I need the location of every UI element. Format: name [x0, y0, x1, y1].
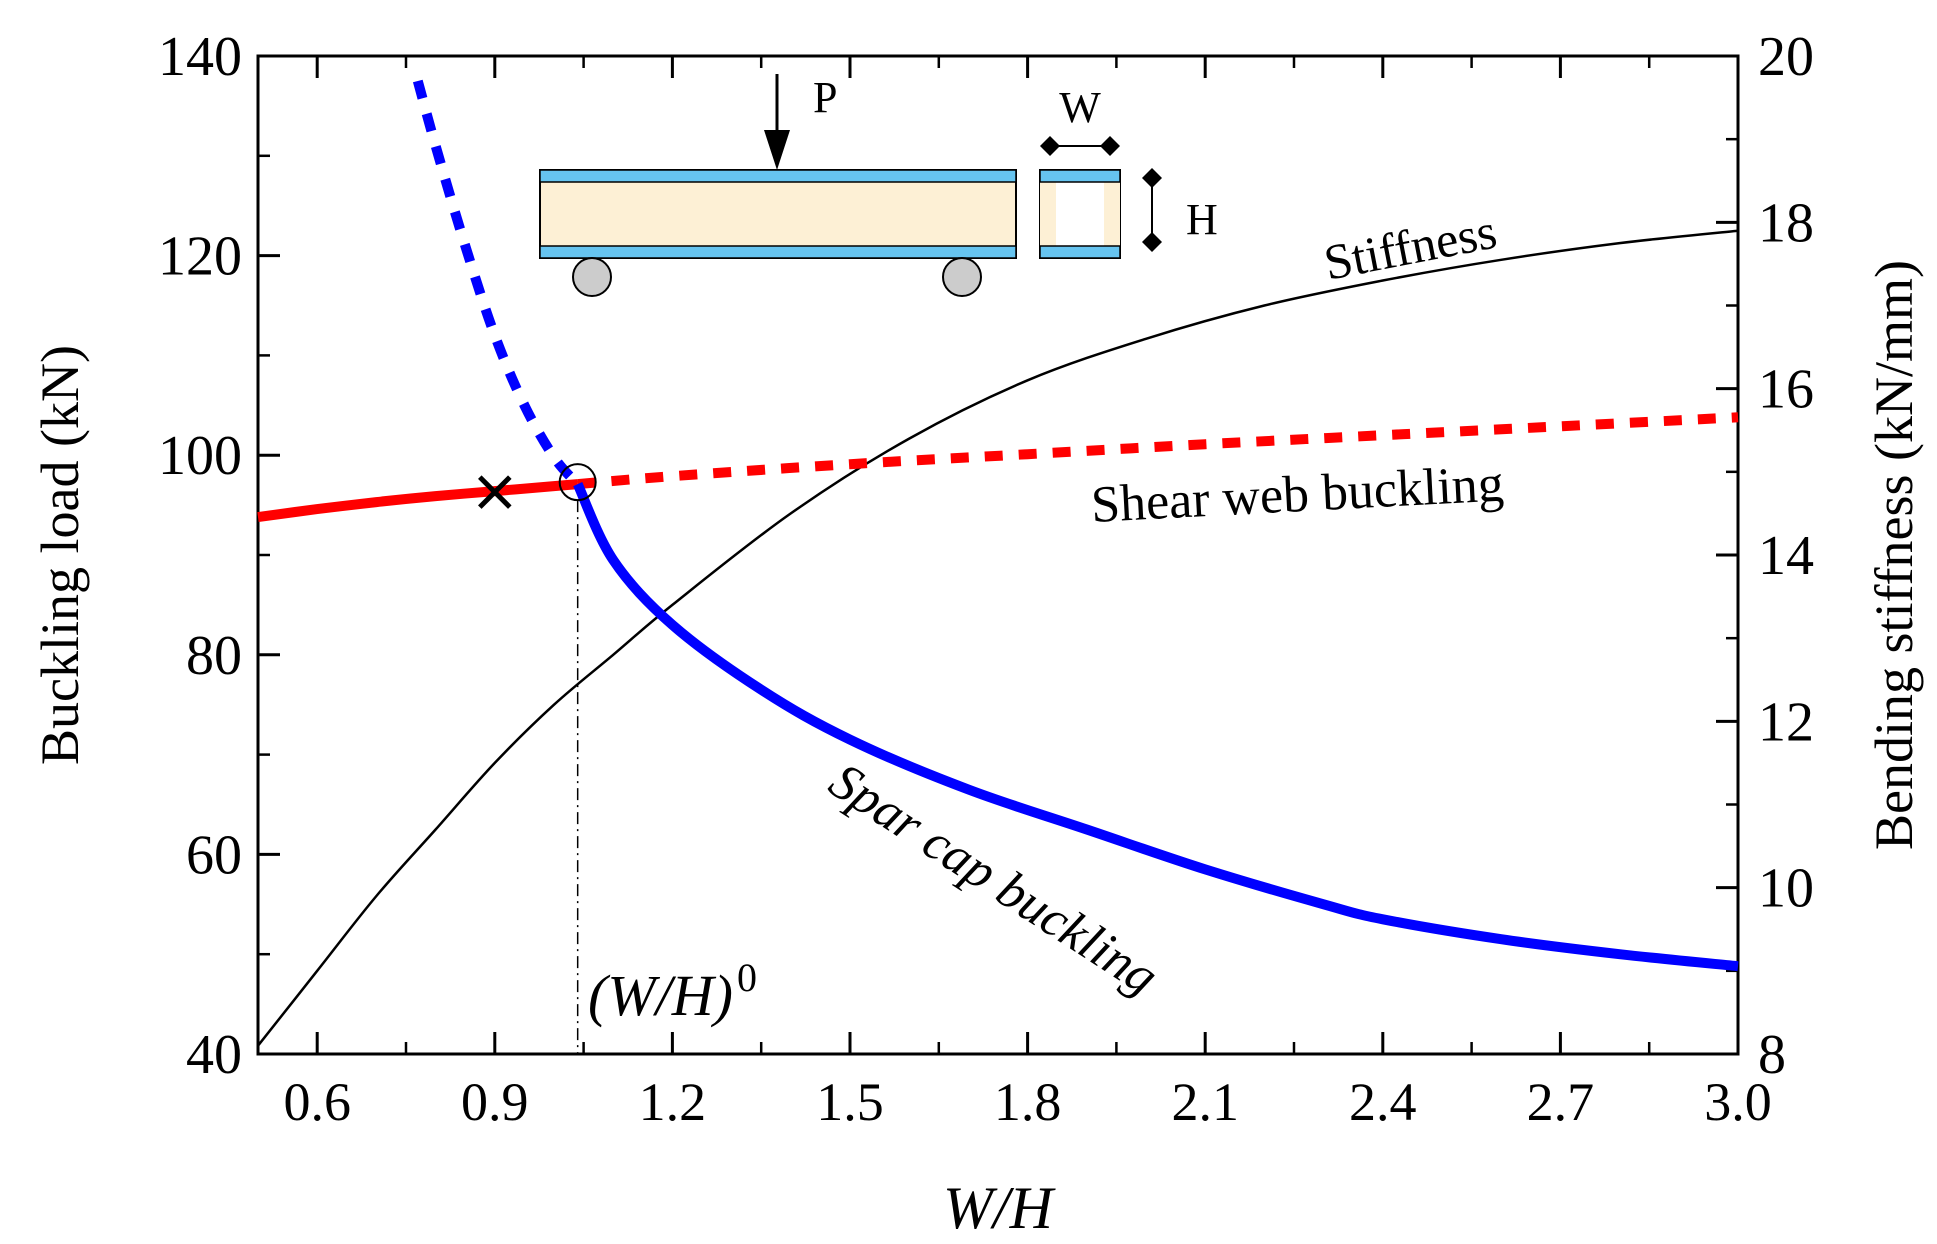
transition-label: (W/H) 0: [588, 955, 757, 1028]
transition-label-sup: 0: [737, 955, 757, 1000]
left-support: [572, 257, 612, 297]
width-dim-right-mark: [1100, 136, 1120, 156]
spar-cap-solid-line: [573, 481, 1739, 972]
y2-tick-label: 8: [1758, 1024, 1786, 1086]
cross-section-top-cap: [1039, 169, 1121, 183]
y2-tick-label: 10: [1758, 858, 1814, 920]
x-tick-label: 0.6: [283, 1072, 351, 1132]
cross-marker: [478, 475, 512, 509]
shear-web-solid-line: [257, 479, 579, 523]
y-tick-label: 120: [158, 226, 242, 288]
x-tick-label: 1.2: [639, 1072, 707, 1132]
load-label: P: [813, 73, 837, 122]
transition-label-base: (W/H): [588, 963, 733, 1028]
x-tick-label: 2.4: [1349, 1072, 1417, 1132]
y-tick-label: 40: [186, 1024, 242, 1086]
x-axis-title: W/H: [943, 1175, 1057, 1241]
beam-schematic: P W H: [539, 73, 1218, 297]
y-tick-label: 100: [158, 425, 242, 487]
y2-tick-label: 12: [1758, 691, 1814, 753]
y2-tick-label: 18: [1758, 192, 1814, 254]
transition-point-marker: [558, 463, 597, 502]
y2-tick-label: 16: [1758, 359, 1814, 421]
width-dim-left-mark: [1040, 136, 1060, 156]
x-tick-label: 2.1: [1171, 1072, 1239, 1132]
x-tick-label: 1.5: [816, 1072, 884, 1132]
beam-core: [539, 169, 1017, 259]
x-tick-label: 2.7: [1527, 1072, 1595, 1132]
axis-ticks: [258, 54, 1740, 1056]
cross-section-web-right: [1104, 182, 1120, 246]
y-tick-label: 140: [158, 26, 242, 88]
x-tick-label: 0.9: [461, 1072, 529, 1132]
stiffness-line: [257, 229, 1739, 1047]
y2-axis-title: Bending stiffness (kN/mm): [1864, 260, 1924, 850]
x-tick-label: 3.0: [1704, 1072, 1772, 1132]
stiffness-label: Stiffness: [1319, 203, 1501, 291]
y-axis-title: Buckling load (kN): [30, 345, 90, 765]
y2-tick-label: 14: [1758, 525, 1814, 587]
tick-labels: 0.6 0.9 1.2 1.5 1.8 2.1 2.4 2.7 3.04060801001201…: [158, 26, 1814, 1132]
beam-bottom-flange: [539, 245, 1017, 259]
x-tick-label: 1.8: [994, 1072, 1062, 1132]
height-dim-bottom-mark: [1142, 232, 1162, 252]
spar-cap-dashed-line: [412, 79, 582, 488]
right-support: [942, 257, 982, 297]
height-label: H: [1186, 195, 1218, 244]
shear-web-dashed-line: [577, 412, 1739, 490]
beam-top-flange: [539, 169, 1017, 183]
width-label: W: [1059, 83, 1101, 132]
cross-section-bottom-cap: [1039, 245, 1121, 259]
cross-section-web-left: [1040, 182, 1056, 246]
y2-tick-label: 20: [1758, 26, 1814, 88]
shear-web-label: Shear web buckling: [1090, 455, 1505, 534]
height-dim-top-mark: [1142, 168, 1162, 188]
load-arrow-head: [764, 130, 790, 170]
y-tick-label: 80: [186, 625, 242, 687]
y-tick-label: 60: [186, 824, 242, 886]
spar-cap-label: Spar cap buckling: [819, 752, 1167, 1006]
